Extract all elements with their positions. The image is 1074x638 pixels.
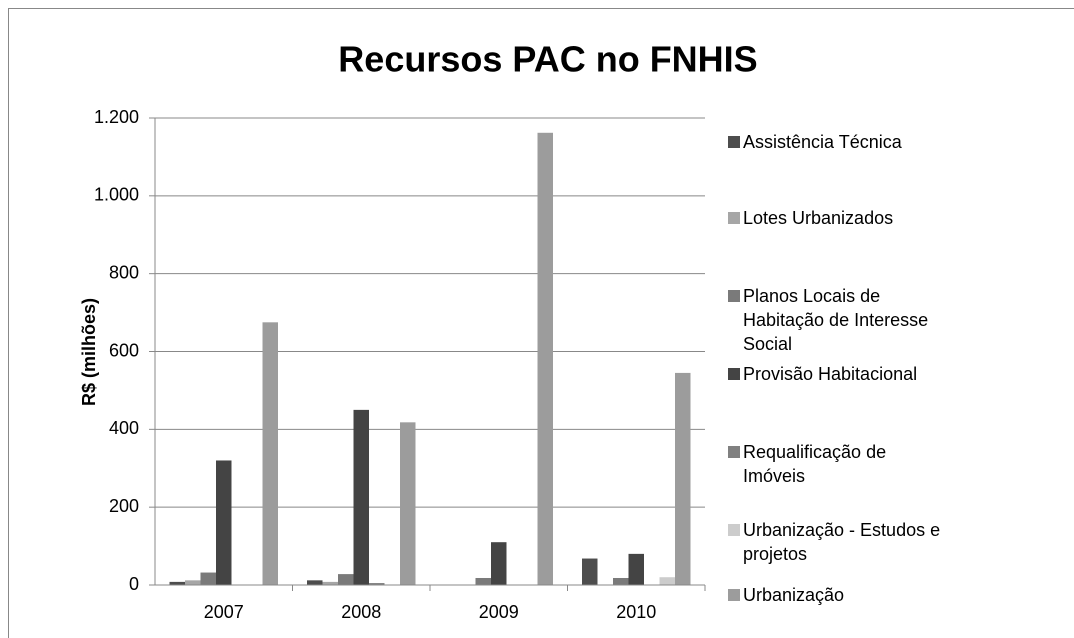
chart-title: Recursos PAC no FNHIS	[338, 39, 757, 80]
legend-item: Urbanização - Estudos e projetos	[728, 518, 943, 566]
x-tick-label: 2007	[204, 602, 244, 622]
bar	[338, 574, 354, 585]
legend-label: Planos Locais de Habitação de Interesse …	[743, 286, 929, 354]
legend-label: Urbanização	[743, 585, 845, 605]
legend-swatch	[728, 212, 740, 224]
y-tick-label: 0	[129, 574, 139, 594]
bar	[659, 577, 675, 585]
legend-label: Provisão Habitacional	[743, 364, 918, 384]
bar	[262, 322, 278, 585]
x-tick-label: 2010	[616, 602, 656, 622]
y-tick-label: 200	[109, 496, 139, 516]
legend-item: Urbanização	[728, 583, 943, 607]
y-tick-label: 800	[109, 262, 139, 282]
bar	[369, 583, 385, 585]
legend-label: Requalificação de Imóveis	[743, 442, 887, 486]
bar	[353, 409, 369, 585]
legend-swatch	[728, 368, 740, 380]
legend-item: Provisão Habitacional	[728, 362, 943, 386]
legend-label: Lotes Urbanizados	[743, 208, 894, 228]
bar	[185, 580, 201, 585]
y-tick-label: 600	[109, 340, 139, 360]
bar	[169, 581, 185, 585]
x-tick-label: 2009	[479, 602, 519, 622]
y-tick-label: 1.000	[94, 185, 139, 205]
legend-swatch	[728, 589, 740, 601]
legend-item: Requalificação de Imóveis	[728, 440, 943, 488]
y-axis-label: R$ (milhões)	[79, 298, 99, 406]
bar	[216, 460, 232, 585]
legend-swatch	[728, 524, 740, 536]
legend-swatch	[728, 136, 740, 148]
x-tick-label: 2008	[341, 602, 381, 622]
bar	[200, 572, 216, 585]
legend-label: Assistência Técnica	[743, 132, 902, 152]
bar	[675, 372, 691, 585]
legend-item: Planos Locais de Habitação de Interesse …	[728, 284, 943, 356]
bar	[307, 580, 323, 585]
bar	[491, 542, 507, 585]
bar	[613, 577, 629, 585]
y-tick-label: 400	[109, 418, 139, 438]
legend-item: Lotes Urbanizados	[728, 206, 943, 230]
legend-label: Urbanização - Estudos e projetos	[743, 520, 941, 564]
bar	[475, 577, 491, 585]
legend-item: Assistência Técnica	[728, 130, 943, 154]
legend-swatch	[728, 446, 740, 458]
bar	[628, 553, 644, 585]
bar	[400, 422, 416, 585]
bar	[582, 558, 598, 585]
bar	[537, 132, 553, 585]
y-tick-label: 1.200	[94, 107, 139, 127]
legend-swatch	[728, 290, 740, 302]
bar	[322, 581, 338, 585]
